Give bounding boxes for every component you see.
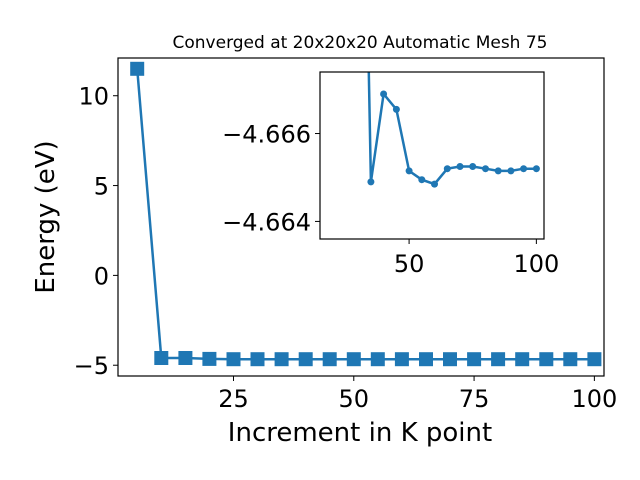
main-data-point xyxy=(250,352,265,367)
inset-background xyxy=(320,72,544,239)
main-data-point xyxy=(515,352,530,367)
y-axis-label: Energy (eV) xyxy=(31,140,61,293)
x-tick-label: 25 xyxy=(218,385,249,413)
inset-y-tick-label: −4.664 xyxy=(222,208,311,236)
inset-data-point xyxy=(456,163,464,170)
inset-data-point xyxy=(482,165,489,173)
main-data-point xyxy=(563,352,578,367)
main-data-point xyxy=(202,351,217,366)
x-axis-label: Increment in K point xyxy=(228,418,492,448)
inset-y-ticks: −4.666 −4.664 xyxy=(222,121,320,236)
inset-x-ticks: 50 100 xyxy=(394,239,559,278)
main-data-point xyxy=(346,352,361,367)
main-data-point xyxy=(419,352,433,367)
inset-data-point xyxy=(532,165,540,173)
inset-data-point xyxy=(494,167,502,175)
inset-data-point xyxy=(507,167,515,175)
main-x-ticks: 25 50 75 100 xyxy=(218,376,617,413)
inset-data-point xyxy=(520,165,528,173)
main-data-point xyxy=(130,61,145,76)
inset-x-tick-label: 50 xyxy=(394,250,425,278)
x-tick-label: 50 xyxy=(339,385,370,413)
main-data-point xyxy=(370,352,385,367)
inset-series xyxy=(367,72,540,188)
main-series xyxy=(130,61,602,367)
main-data-point xyxy=(394,352,409,367)
inset-y-tick-label: −4.666 xyxy=(222,121,311,149)
y-tick-label: 0 xyxy=(94,262,109,290)
main-y-ticks: −5 0 5 10 xyxy=(74,83,118,380)
inset-axes-frame xyxy=(319,71,545,240)
y-tick-label: −5 xyxy=(74,352,109,380)
main-data-point xyxy=(322,352,337,367)
inset-data-point xyxy=(469,163,477,170)
y-tick-label: 10 xyxy=(78,83,109,111)
inset-data-point xyxy=(418,176,426,184)
x-tick-label: 100 xyxy=(571,385,617,413)
inset-data-point xyxy=(443,165,451,173)
inset-data-point xyxy=(405,167,413,175)
inset-data-point xyxy=(431,180,438,188)
x-tick-label: 75 xyxy=(459,385,490,413)
inset-data-point xyxy=(392,105,400,113)
inset-data-point xyxy=(380,90,388,98)
inset-plot: −4.666 −4.664 50 100 xyxy=(222,71,559,278)
main-data-point xyxy=(539,352,554,367)
inset-data-point xyxy=(367,178,375,186)
main-data-point xyxy=(467,352,482,367)
inset-series-group xyxy=(367,72,540,188)
main-plot: Converged at 20x20x20 Automatic Mesh 75 … xyxy=(31,33,617,448)
main-data-point xyxy=(274,352,289,367)
inset-x-tick-label: 100 xyxy=(513,250,559,278)
main-axes-frame xyxy=(117,57,605,377)
main-data-point xyxy=(226,352,241,367)
main-data-point xyxy=(443,352,457,367)
main-data-point xyxy=(154,351,169,365)
main-data-point xyxy=(587,352,602,367)
main-data-point xyxy=(298,352,313,367)
main-data-point xyxy=(178,351,193,365)
y-tick-label: 5 xyxy=(94,173,109,201)
main-data-point xyxy=(491,352,506,367)
chart-title: Converged at 20x20x20 Automatic Mesh 75 xyxy=(173,33,548,53)
